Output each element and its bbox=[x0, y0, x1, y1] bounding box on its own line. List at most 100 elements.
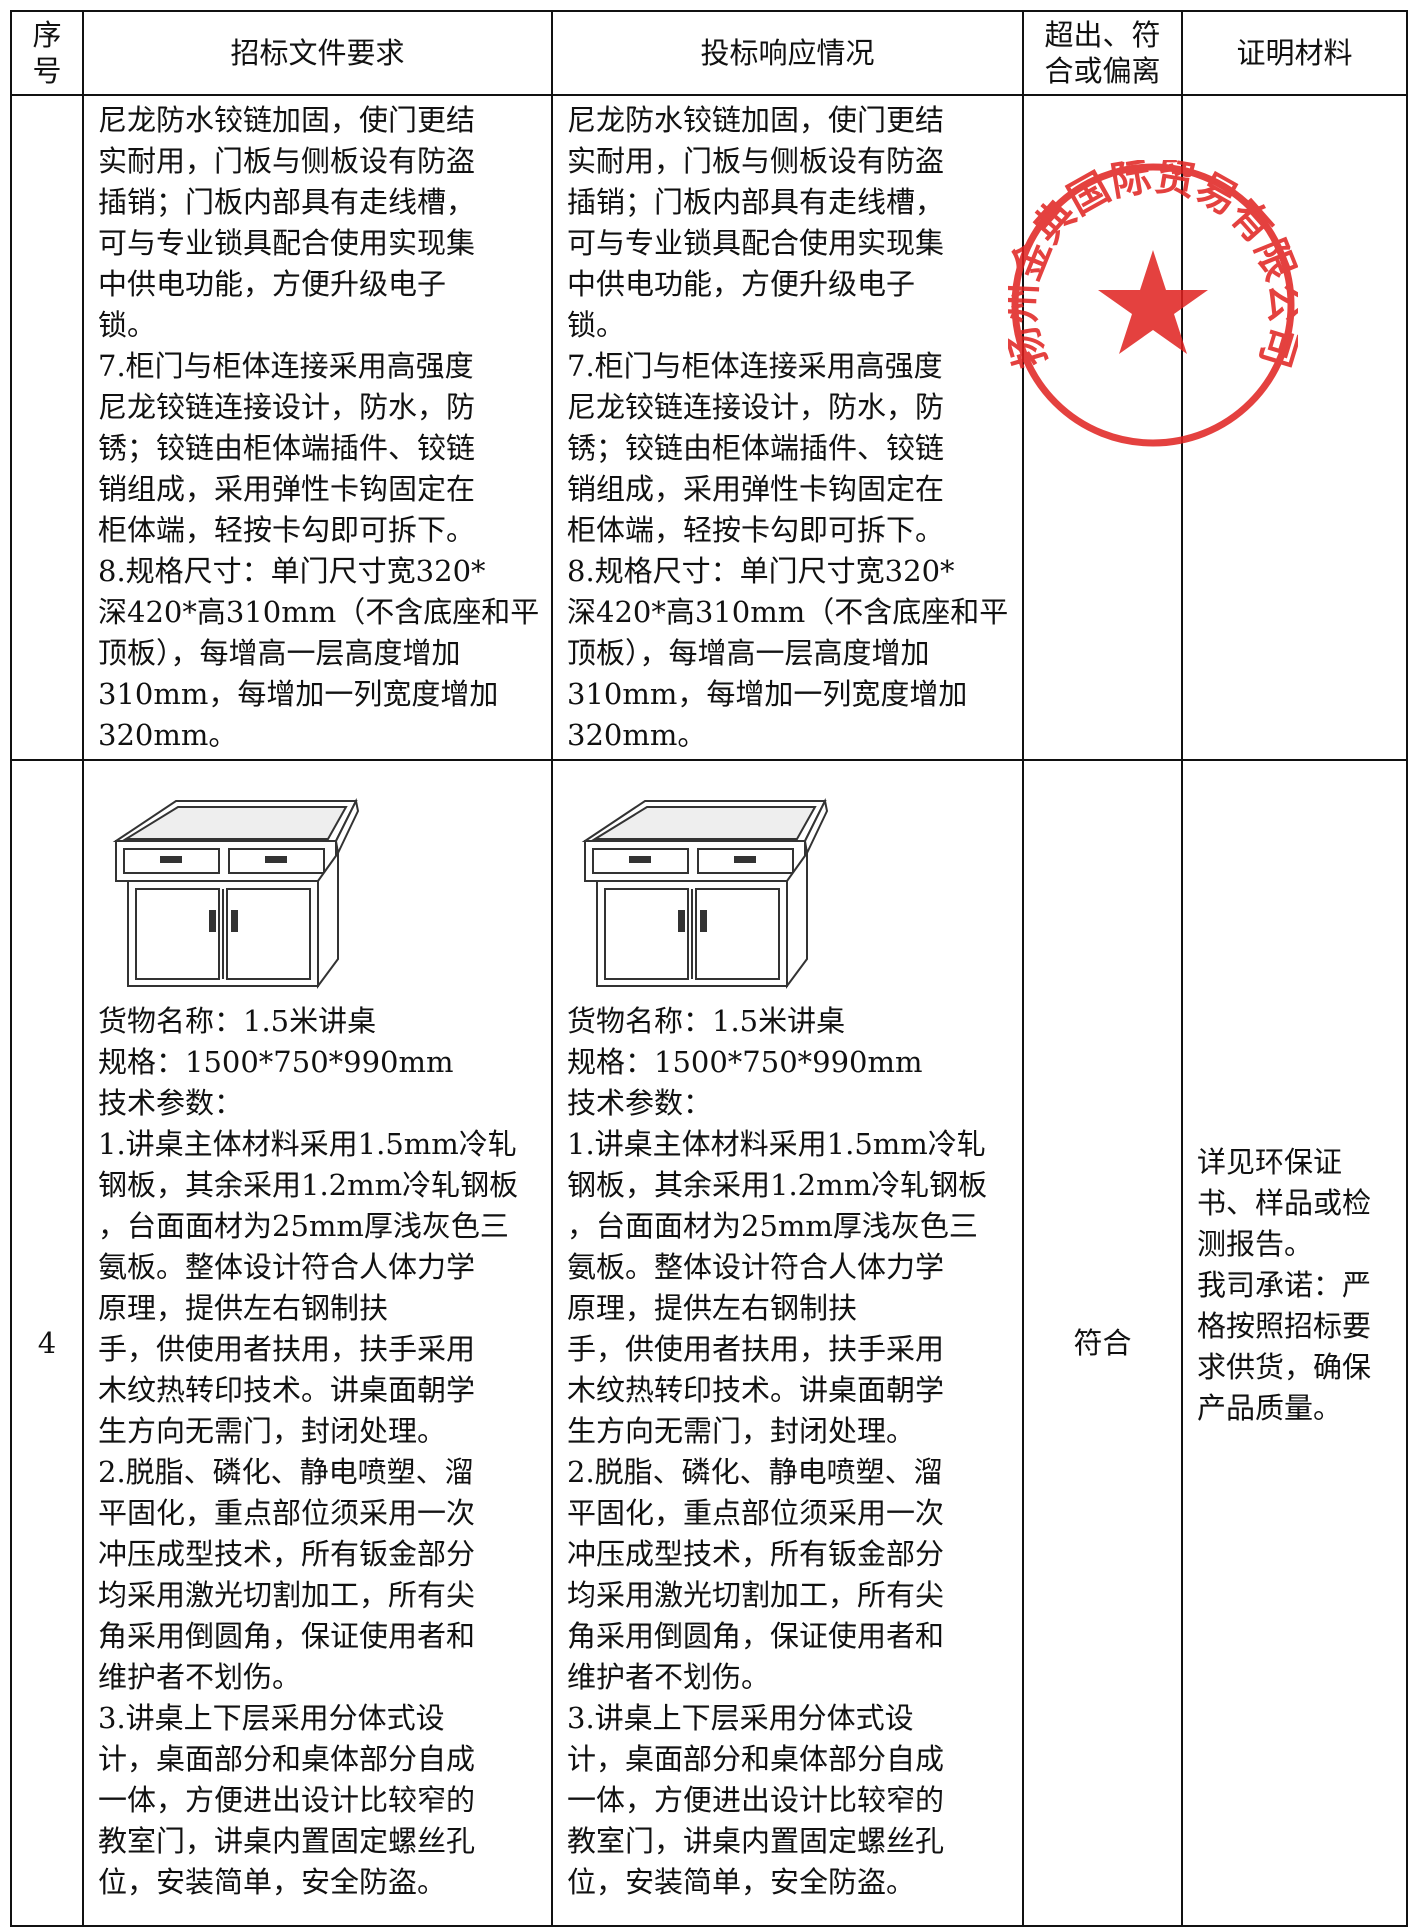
text-line: 手，供使用者扶用，扶手采用 bbox=[98, 1332, 476, 1366]
text-line: 中供电功能，方便升级电子 bbox=[567, 267, 916, 301]
text-line: ，台面面材为25mm厚浅灰色三 bbox=[98, 1209, 509, 1243]
text-line: 钢板，其余采用1.2mm冷轧钢板 bbox=[567, 1168, 988, 1202]
text-line: 生方向无需门，封闭处理。 bbox=[567, 1414, 916, 1448]
text-line: 深420*高310mm（不含底座和平 bbox=[98, 595, 540, 629]
text-line: 1.讲桌主体材料采用1.5mm冷轧 bbox=[98, 1127, 517, 1161]
text-line: 角采用倒圆角，保证使用者和 bbox=[567, 1619, 945, 1653]
text-line: 钢板，其余采用1.2mm冷轧钢板 bbox=[98, 1168, 519, 1202]
text-line: 一体，方便进出设计比较窄的 bbox=[98, 1783, 476, 1817]
text-line: 2.脱脂、磷化、静电喷塑、溜 bbox=[98, 1455, 474, 1489]
text-line: 教室门，讲桌内置固定螺丝孔 bbox=[98, 1824, 476, 1858]
text-line: 锁。 bbox=[98, 308, 157, 342]
response-table: 序号 招标文件要求 投标响应情况 超出、符 合或偏离 证明材料 尼龙防水铰链加固，… bbox=[10, 10, 1408, 1927]
text-line: 8.规格尺寸：单门尺寸宽320* bbox=[567, 554, 955, 588]
text-line: 位，安装简单，安全防盗。 bbox=[98, 1865, 447, 1899]
text-line: 超出、符 bbox=[1044, 18, 1161, 52]
table-row: 尼龙防水铰链加固，使门更结 实耐用，门板与侧板设有防盗 插销；门板内部具有走线槽， 可… bbox=[10, 94, 1408, 761]
text-line: 310mm，每增加一列宽度增加 bbox=[98, 677, 499, 711]
text-line: 深420*高310mm（不含底座和平 bbox=[567, 595, 1009, 629]
text-line: 我司承诺：严 bbox=[1197, 1267, 1372, 1302]
cell-text: 尼龙防水铰链加固，使门更结 实耐用，门板与侧板设有防盗 插销；门板内部具有走线槽， 可… bbox=[553, 96, 1022, 756]
text-line: 详见环保证 bbox=[1197, 1144, 1343, 1179]
requirement-cell: 货物名称：1.5米讲桌 规格：1500*750*990mm 技术参数： 1.讲桌主体材… bbox=[82, 759, 553, 1927]
text-line: 氨板。整体设计符合人体力学 bbox=[567, 1250, 945, 1284]
text-line: 尼龙防水铰链加固，使门更结 bbox=[98, 103, 476, 137]
desk-drawing bbox=[115, 800, 359, 987]
text-line: 310mm，每增加一列宽度增加 bbox=[567, 677, 968, 711]
compliance-text: 符合 bbox=[1073, 1325, 1132, 1360]
text-line: 2.脱脂、磷化、静电喷塑、溜 bbox=[567, 1455, 943, 1489]
text-line: 3.讲桌上下层采用分体式设 bbox=[98, 1701, 445, 1735]
text-line: 冲压成型技术，所有钣金部分 bbox=[567, 1537, 945, 1571]
header-cell: 招标文件要求 bbox=[82, 10, 553, 96]
text-line: 技术参数： bbox=[567, 1086, 713, 1120]
text-line: 一体，方便进出设计比较窄的 bbox=[567, 1783, 945, 1817]
text-line: 维护者不划伤。 bbox=[567, 1660, 771, 1694]
text-line: 平固化，重点部位须采用一次 bbox=[567, 1496, 945, 1530]
text-line: 维护者不划伤。 bbox=[98, 1660, 302, 1694]
requirement-cell: 尼龙防水铰链加固，使门更结 实耐用，门板与侧板设有防盗 插销；门板内部具有走线槽， 可… bbox=[82, 94, 553, 761]
text-line: 尼龙铰链连接设计，防水，防 bbox=[98, 390, 476, 424]
seq-cell bbox=[10, 94, 84, 761]
seq-cell: 4 bbox=[10, 759, 84, 1927]
text-line: 锈；铰链由柜体端插件、铰链 bbox=[98, 431, 476, 465]
cell-text: 详见环保证书、样品或检 测报告。我司承诺：严 格按照招标要 求供货，确保 产品质量。 bbox=[1197, 1138, 1406, 1549]
text-line: 实耐用，门板与侧板设有防盗 bbox=[567, 144, 945, 178]
seq-number: 4 bbox=[37, 1325, 57, 1360]
text-line: 规格：1500*750*990mm bbox=[567, 1045, 923, 1079]
response-cell: 尼龙防水铰链加固，使门更结 实耐用，门板与侧板设有防盗 插销；门板内部具有走线槽， 可… bbox=[551, 94, 1024, 761]
text-line: 招标文件要求 bbox=[230, 36, 405, 70]
text-line: 位，安装简单，安全防盗。 bbox=[567, 1865, 916, 1899]
text-line: 插销；门板内部具有走线槽， bbox=[98, 185, 476, 219]
compliance-cell bbox=[1022, 94, 1183, 761]
evidence-cell: 详见环保证书、样品或检 测报告。我司承诺：严 格按照招标要 求供货，确保 产品质量。 bbox=[1181, 759, 1408, 1927]
text-line: 氨板。整体设计符合人体力学 bbox=[98, 1250, 476, 1284]
text-line: 中供电功能，方便升级电子 bbox=[98, 267, 447, 301]
text-line: 可与专业锁具配合使用实现集 bbox=[567, 226, 945, 260]
text-line: 证明材料 bbox=[1236, 36, 1353, 70]
product-image bbox=[84, 761, 551, 1001]
header-row: 序号 招标文件要求 投标响应情况 超出、符 合或偏离 证明材料 bbox=[10, 10, 1408, 96]
text-line: 8.规格尺寸：单门尺寸宽320* bbox=[98, 554, 486, 588]
text-line: 柜体端，轻按卡勾即可拆下。 bbox=[98, 513, 476, 547]
text-line: 号 bbox=[32, 54, 62, 88]
text-line: 货物名称：1.5米讲桌 bbox=[98, 1004, 377, 1038]
text-line: 货物名称：1.5米讲桌 bbox=[567, 1004, 846, 1038]
product-image bbox=[553, 761, 1022, 1001]
text-line: 1.讲桌主体材料采用1.5mm冷轧 bbox=[567, 1127, 986, 1161]
text-line: 销组成，采用弹性卡钩固定在 bbox=[98, 472, 476, 506]
text-line: 规格：1500*750*990mm bbox=[98, 1045, 454, 1079]
text-line: 3.讲桌上下层采用分体式设 bbox=[567, 1701, 914, 1735]
text-line: 锈；铰链由柜体端插件、铰链 bbox=[567, 431, 945, 465]
text-line: 冲压成型技术，所有钣金部分 bbox=[98, 1537, 476, 1571]
text-line: 顶板），每增高一层高度增加 bbox=[98, 636, 461, 670]
text-line: 可与专业锁具配合使用实现集 bbox=[98, 226, 476, 260]
text-line: 计，桌面部分和桌体部分自成 bbox=[98, 1742, 476, 1776]
text-line: 木纹热转印技术。讲桌面朝学 bbox=[567, 1373, 945, 1407]
text-line: 书、样品或检 bbox=[1197, 1185, 1372, 1220]
text-line: 格按照招标要 bbox=[1197, 1308, 1372, 1343]
cell-text: 尼龙防水铰链加固，使门更结 实耐用，门板与侧板设有防盗 插销；门板内部具有走线槽， 可… bbox=[84, 96, 551, 756]
desk-drawing bbox=[584, 800, 828, 987]
text-line: 求供货，确保 bbox=[1197, 1349, 1372, 1384]
text-line: 原理，提供左右钢制扶 bbox=[567, 1291, 858, 1325]
text-line: 合或偏离 bbox=[1044, 54, 1161, 88]
text-line: 角采用倒圆角，保证使用者和 bbox=[98, 1619, 476, 1653]
text-line: 销组成，采用弹性卡钩固定在 bbox=[567, 472, 945, 506]
text-line: 7.柜门与柜体连接采用高强度 bbox=[567, 349, 943, 383]
text-line: 插销；门板内部具有走线槽， bbox=[567, 185, 945, 219]
text-line: 尼龙铰链连接设计，防水，防 bbox=[567, 390, 945, 424]
text-line: 实耐用，门板与侧板设有防盗 bbox=[98, 144, 476, 178]
text-line: 序 bbox=[32, 18, 62, 52]
text-line: 顶板），每增高一层高度增加 bbox=[567, 636, 930, 670]
header-cell: 证明材料 bbox=[1181, 10, 1408, 96]
text-line: 教室门，讲桌内置固定螺丝孔 bbox=[567, 1824, 945, 1858]
text-line: ，台面面材为25mm厚浅灰色三 bbox=[567, 1209, 978, 1243]
text-line: 7.柜门与柜体连接采用高强度 bbox=[98, 349, 474, 383]
text-line: 产品质量。 bbox=[1197, 1390, 1343, 1425]
text-line: 320mm。 bbox=[98, 718, 238, 752]
text-line: 手，供使用者扶用，扶手采用 bbox=[567, 1332, 945, 1366]
text-line: 测报告。 bbox=[1197, 1226, 1314, 1261]
text-line: 尼龙防水铰链加固，使门更结 bbox=[567, 103, 945, 137]
text-line: 生方向无需门，封闭处理。 bbox=[98, 1414, 447, 1448]
